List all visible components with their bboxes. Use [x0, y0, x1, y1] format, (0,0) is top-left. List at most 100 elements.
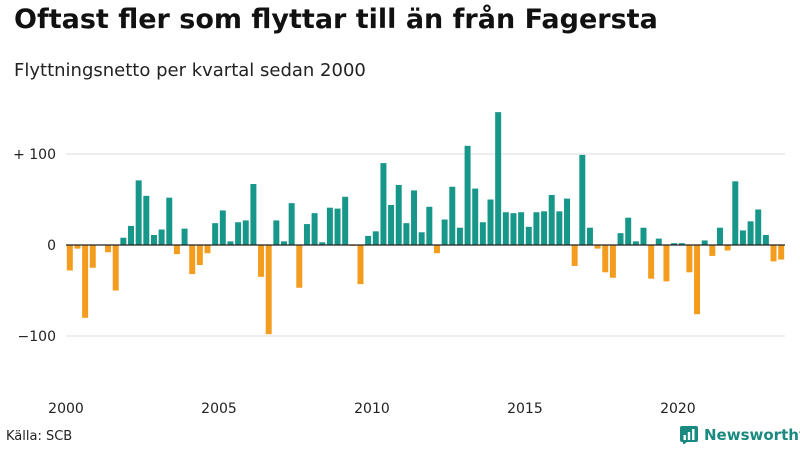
x-tick-label: 2005	[201, 401, 237, 417]
bar	[418, 232, 425, 245]
bar	[66, 245, 73, 271]
bar	[357, 245, 364, 285]
bars	[66, 112, 785, 335]
bar	[173, 245, 180, 255]
bar	[594, 245, 601, 249]
bar	[166, 197, 173, 245]
bar	[717, 227, 723, 245]
x-tick-labels: 2000 2005 2010 2015 2020	[48, 401, 696, 417]
bar	[479, 222, 486, 245]
bar	[388, 204, 395, 245]
bar	[724, 245, 731, 251]
bar	[120, 237, 127, 245]
x-tick-label: 2020	[660, 401, 696, 417]
bar	[135, 180, 142, 245]
bar	[632, 241, 639, 245]
bar	[303, 224, 310, 245]
bar	[112, 245, 119, 291]
bar	[732, 181, 739, 245]
bar	[380, 163, 387, 245]
bar	[541, 211, 548, 245]
bar	[525, 226, 532, 245]
bar	[433, 245, 440, 254]
bar	[625, 217, 632, 245]
bar	[747, 221, 754, 245]
bar	[495, 112, 502, 245]
bar	[686, 245, 693, 273]
bar	[89, 245, 96, 268]
bar	[678, 243, 685, 245]
bar	[403, 223, 410, 245]
bar	[586, 227, 593, 245]
bar	[105, 245, 112, 253]
bar	[456, 227, 463, 245]
bar	[571, 245, 578, 266]
brand-logo: Newsworthy	[680, 426, 800, 444]
bar	[510, 213, 517, 245]
bar	[640, 227, 647, 245]
bar	[219, 210, 226, 245]
bar	[755, 209, 762, 245]
bar	[143, 195, 150, 245]
bar	[426, 206, 433, 245]
bar	[518, 212, 525, 245]
bar	[449, 186, 456, 245]
y-tick-label: + 100	[13, 147, 56, 163]
bar	[778, 245, 785, 260]
bar	[212, 223, 219, 245]
bar	[181, 228, 188, 245]
bar	[258, 245, 265, 277]
bar	[502, 212, 509, 245]
bar	[288, 203, 295, 245]
bar	[487, 199, 494, 245]
bar	[671, 243, 678, 245]
bar	[326, 207, 333, 245]
bar	[235, 222, 242, 245]
bar	[609, 245, 616, 278]
bar	[533, 212, 540, 245]
source-note: Källa: SCB	[6, 429, 73, 444]
grid-lines	[66, 153, 785, 337]
x-tick-label: 2010	[354, 401, 390, 417]
bar	[464, 145, 471, 245]
bar	[342, 196, 349, 245]
y-tick-label: 0	[47, 238, 56, 254]
bar	[472, 188, 479, 245]
bar	[158, 229, 165, 245]
bar	[739, 230, 746, 245]
bar	[395, 184, 402, 245]
bar	[648, 245, 655, 279]
bar	[548, 194, 555, 245]
bar	[694, 245, 701, 315]
bar	[227, 241, 234, 245]
bar	[762, 234, 769, 245]
bar	[204, 245, 211, 254]
bar	[265, 245, 272, 335]
bar	[709, 245, 716, 256]
bar	[82, 245, 89, 318]
bar	[602, 245, 609, 273]
bar	[655, 238, 662, 245]
bar	[311, 213, 318, 245]
bar	[372, 231, 379, 245]
bar	[365, 235, 372, 245]
bar	[273, 220, 280, 245]
bar	[564, 198, 570, 245]
x-tick-label: 2000	[48, 401, 84, 417]
bar	[411, 190, 418, 245]
bar	[441, 219, 448, 245]
newsworthy-logo-icon	[680, 426, 698, 444]
bar	[617, 233, 624, 245]
bar	[334, 208, 341, 245]
chart-title: Oftast fler som flyttar till än från Fag…	[14, 4, 658, 35]
bar	[196, 245, 203, 266]
bar	[128, 225, 134, 245]
bar	[579, 154, 586, 245]
bar	[250, 184, 257, 245]
bar	[74, 245, 81, 249]
chart-subtitle: Flyttningsnetto per kvartal sedan 2000	[14, 60, 366, 81]
bar	[242, 220, 249, 245]
brand-name: Newsworthy	[704, 426, 800, 444]
bar	[189, 245, 196, 275]
